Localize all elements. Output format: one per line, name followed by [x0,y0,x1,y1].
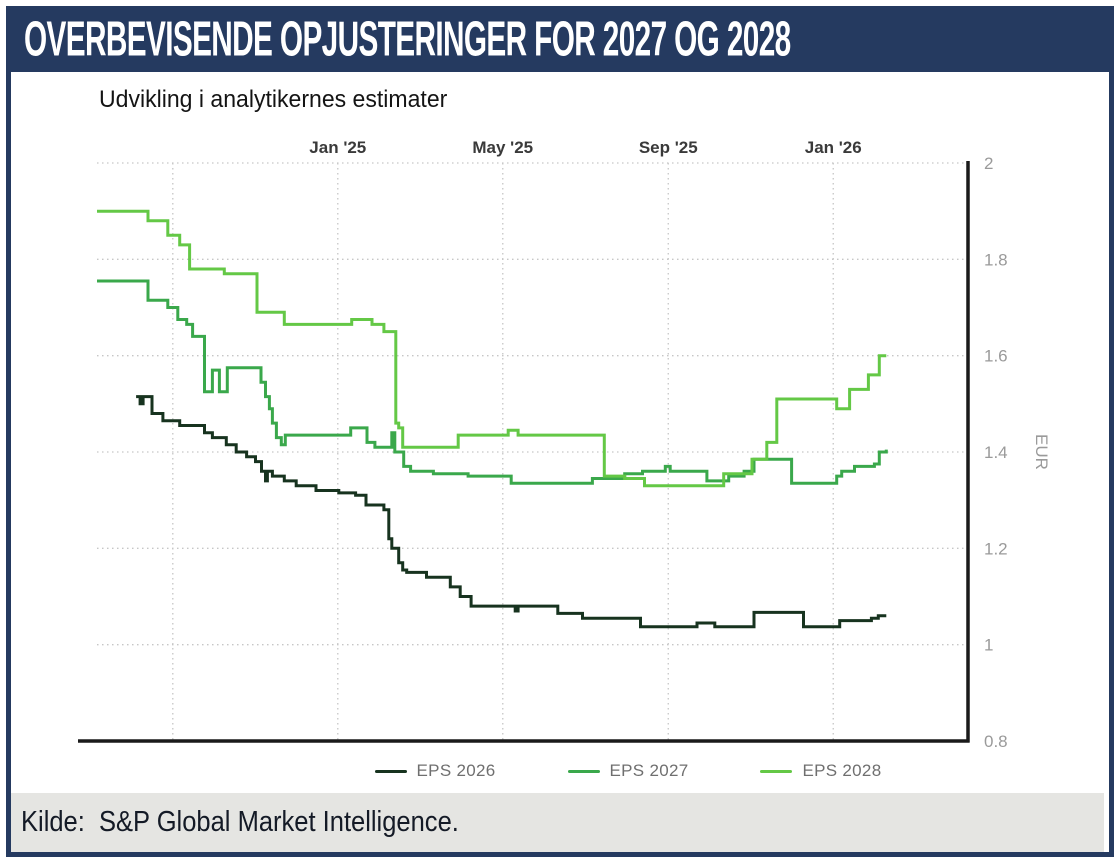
x-tick-label: Jan '26 [805,138,862,157]
y-tick-label: 1.8 [984,250,1008,269]
figure-card [6,6,1114,857]
legend-label: EPS 2028 [802,761,882,780]
y-tick-label: 1.6 [984,347,1008,366]
eps-estimates-chart: 2 1.8 1.6 1.4 1.2 1 0.8 Jan '25 May '25 Sep '25 Ja… [78,138,1051,751]
legend-item-eps-2028: EPS 2028 [760,761,881,781]
chart-canvas: 2 1.8 1.6 1.4 1.2 1 0.8 Jan '25 May '25 Sep '25 Ja… [78,138,1051,751]
y-tick-label: 1.4 [984,443,1008,462]
source-bar: Kilde: S&P Global Market Intelligence. [11,793,1104,852]
series-eps-2026 [136,395,887,629]
x-tick-label: Jan '25 [309,138,366,157]
x-tick-label: May '25 [472,138,533,157]
chart-legend: EPS 2026 EPS 2027 EPS 2028 [68,761,1120,781]
x-tick-label: Sep '25 [639,138,698,157]
y-tick-label: 2 [984,154,993,173]
y-axis-unit-label: EUR [1032,434,1051,470]
legend-label: EPS 2027 [609,761,689,780]
page-title: OVERBEVISENDE OPJUSTERINGER FOR 2027 OG … [24,11,791,67]
legend-item-eps-2027: EPS 2027 [567,761,689,781]
legend-item-eps-2026: EPS 2026 [374,761,496,781]
y-tick-label: 1.2 [984,539,1008,558]
legend-line-swatch [374,769,407,773]
series-eps-2028 [97,209,887,488]
chart-subtitle: Udvikling i analytikernes estimater [99,86,448,113]
y-tick-label: 1 [984,636,993,655]
title-bar: OVERBEVISENDE OPJUSTERINGER FOR 2027 OG … [6,6,1114,72]
legend-line-swatch [760,769,793,773]
legend-label: EPS 2026 [416,761,496,780]
legend-line-swatch [567,769,600,773]
source-text: Kilde: S&P Global Market Intelligence. [21,806,459,838]
y-tick-label: 0.8 [984,732,1008,751]
